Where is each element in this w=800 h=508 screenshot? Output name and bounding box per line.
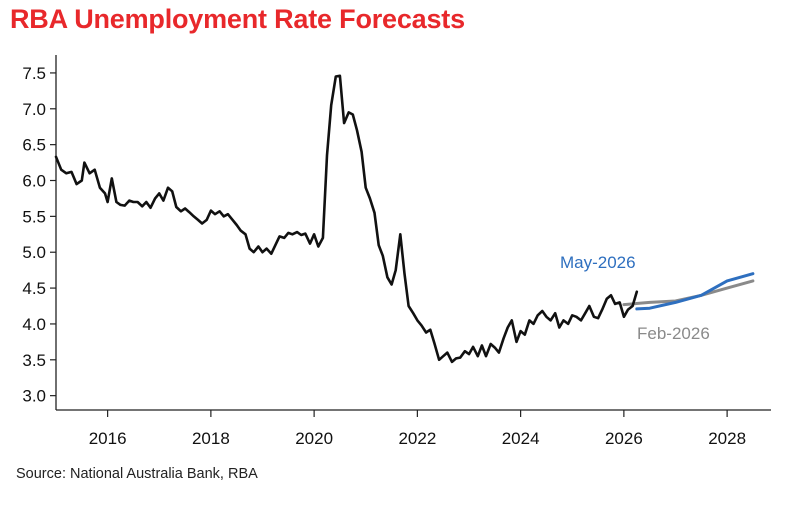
- x-axis-ticks: 2016 2018 2020 2022 2024 2026 2028: [89, 410, 746, 448]
- may-2026-forecast-line: [635, 272, 755, 311]
- series-layer: [54, 74, 755, 364]
- x-tick-label: 2024: [502, 429, 540, 448]
- y-axis-ticks: 3.0 3.5 4.0 4.5 5.0 5.5 6.0 6.5 7.0 7.5: [22, 64, 56, 406]
- x-tick-label: 2016: [89, 429, 127, 448]
- x-tick-label: 2026: [605, 429, 643, 448]
- y-tick-label: 3.5: [22, 351, 46, 370]
- chart-source: Source: National Australia Bank, RBA: [16, 466, 258, 482]
- y-tick-label: 6.0: [22, 172, 46, 191]
- x-tick-label: 2022: [398, 429, 436, 448]
- unemployment-rate-line: [54, 74, 639, 364]
- y-tick-label: 5.5: [22, 207, 46, 226]
- y-tick-label: 6.5: [22, 136, 46, 155]
- y-tick-label: 4.0: [22, 315, 46, 334]
- feb-2026-forecast-line: [622, 279, 755, 307]
- series-label-feb-2026: Feb-2026: [637, 324, 710, 343]
- y-tick-label: 3.0: [22, 387, 46, 406]
- x-tick-label: 2028: [708, 429, 746, 448]
- y-tick-label: 5.0: [22, 243, 46, 262]
- x-tick-label: 2020: [295, 429, 333, 448]
- chart-title: RBA Unemployment Rate Forecasts: [10, 4, 465, 34]
- series-label-may-2026: May-2026: [560, 253, 636, 272]
- x-tick-label: 2018: [192, 429, 230, 448]
- y-tick-label: 7.5: [22, 64, 46, 83]
- y-tick-label: 7.0: [22, 100, 46, 119]
- y-tick-label: 4.5: [22, 279, 46, 298]
